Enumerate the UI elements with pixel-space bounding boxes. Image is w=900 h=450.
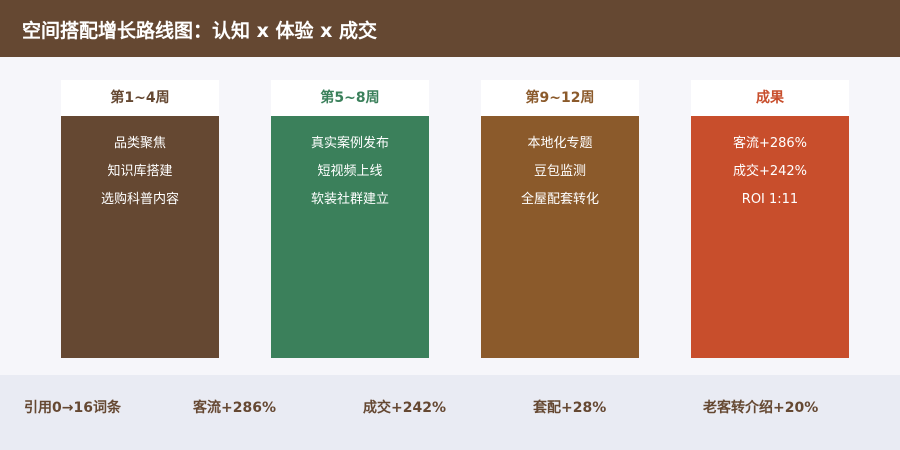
footer-item: 套配+28% xyxy=(533,400,607,416)
column-item: 真实案例发布 xyxy=(310,136,389,151)
column-item: 短视频上线 xyxy=(317,164,383,179)
column: 第9~12周本地化专题豆包监测全屋配套转化 xyxy=(481,80,639,358)
column-item: 选购科普内容 xyxy=(100,192,179,207)
column-body: 真实案例发布 短视频上线软装社群建立 xyxy=(271,116,429,358)
column-title: 第9~12周 xyxy=(481,80,639,116)
footer-item: 客流+286% xyxy=(193,400,276,416)
footer: 引用0→16词条 客流+286% 成交+242% 套配+28% 老客转介绍+20% xyxy=(0,375,900,450)
column-item: 豆包监测 xyxy=(533,164,586,179)
column-body: 品类聚焦知识库搭建选购科普内容 xyxy=(61,116,219,358)
column-item: 全屋配套转化 xyxy=(520,192,599,207)
footer-item: 老客转介绍+20% xyxy=(703,400,819,416)
column-body: 客流+286% 成交+242% ROI 1:11 xyxy=(691,116,849,358)
column: 第1~4周品类聚焦知识库搭建选购科普内容 xyxy=(61,80,219,358)
column-item: 知识库搭建 xyxy=(107,164,173,179)
column: 第5~8周真实案例发布 短视频上线软装社群建立 xyxy=(271,80,429,358)
column-title: 成果 xyxy=(691,80,849,116)
column-body: 本地化专题豆包监测全屋配套转化 xyxy=(481,116,639,358)
footer-item: 成交+242% xyxy=(363,400,446,416)
column-item: 客流+286% xyxy=(732,136,808,151)
header: 空间搭配增长路线图：认知 x 体验 x 成交 xyxy=(0,0,900,57)
column-item: 软装社群建立 xyxy=(310,192,389,207)
column: 成果客流+286% 成交+242% ROI 1:11 xyxy=(691,80,849,358)
column-title: 第5~8周 xyxy=(271,80,429,116)
column-item: 本地化专题 xyxy=(527,136,593,151)
column-item: 成交+242% xyxy=(732,164,808,179)
title: 空间搭配增长路线图：认知 x 体验 x 成交 xyxy=(22,20,377,42)
column-item: 品类聚焦 xyxy=(113,136,166,151)
column-item: ROI 1:11 xyxy=(741,192,799,207)
footer-item: 引用0→16词条 xyxy=(24,400,121,416)
column-title: 第1~4周 xyxy=(61,80,219,116)
